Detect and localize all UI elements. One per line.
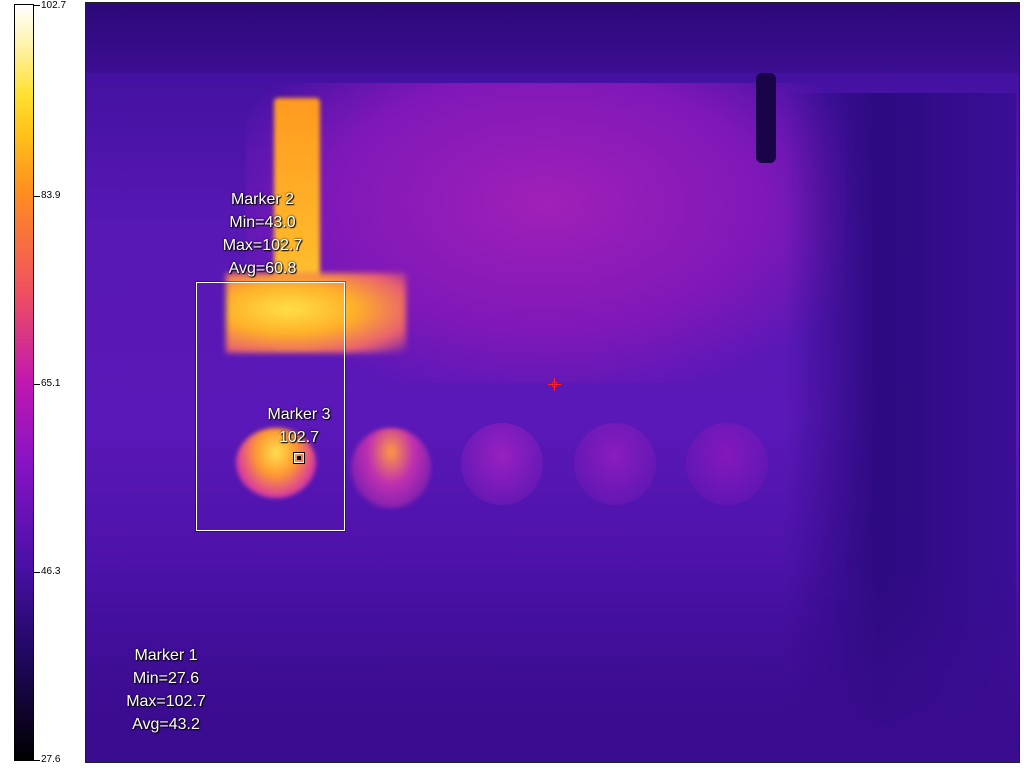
marker-1-label: Marker 1 Min=27.6 Max=102.7 Avg=43.2 <box>108 644 224 736</box>
scale-label-2: 83.9 <box>41 190 61 201</box>
marker-2-label: Marker 2 Min=43.0 Max=102.7 Avg=60.8 <box>205 188 320 280</box>
breaker-5 <box>686 423 768 505</box>
temperature-scale-bar <box>14 4 34 761</box>
scale-tick <box>34 196 40 197</box>
marker-2-roi-box[interactable] <box>196 282 345 531</box>
marker-3-label: Marker 3 102.7 <box>250 403 348 449</box>
marker-1-name: Marker 1 <box>134 647 198 664</box>
marker-2-name: Marker 2 <box>230 191 295 208</box>
breaker-1-hot <box>236 428 316 498</box>
scale-tick <box>34 572 40 573</box>
scene-lower-dark <box>86 563 1019 762</box>
crosshair-icon <box>548 378 561 391</box>
scene-dark-strip <box>756 73 776 163</box>
scale-label-4: 46.3 <box>41 566 61 577</box>
breaker-3 <box>461 423 543 505</box>
thermal-image-view[interactable] <box>85 2 1020 763</box>
scale-tick <box>34 384 40 385</box>
breaker-2 <box>351 428 431 508</box>
scale-label-max: 102.7 <box>41 0 67 11</box>
marker-1-min: Min=27.6 <box>132 670 200 687</box>
marker-3-value: 102.7 <box>278 429 320 446</box>
marker-3-spot[interactable] <box>294 453 304 463</box>
marker-2-avg: Avg=60.8 <box>228 260 297 277</box>
scale-tick <box>34 5 40 6</box>
marker-3-name: Marker 3 <box>267 406 331 423</box>
scene-top-dark-band <box>86 3 1019 73</box>
scale-label-3: 65.1 <box>41 378 61 389</box>
scale-label-min: 27.6 <box>41 754 61 765</box>
marker-1-avg: Avg=43.2 <box>132 716 200 733</box>
marker-1-max: Max=102.7 <box>126 693 206 710</box>
marker-2-max: Max=102.7 <box>222 237 303 254</box>
hot-breaker-top <box>226 273 406 353</box>
breaker-4 <box>574 423 656 505</box>
scale-tick <box>34 760 40 761</box>
marker-2-min: Min=43.0 <box>229 214 296 231</box>
